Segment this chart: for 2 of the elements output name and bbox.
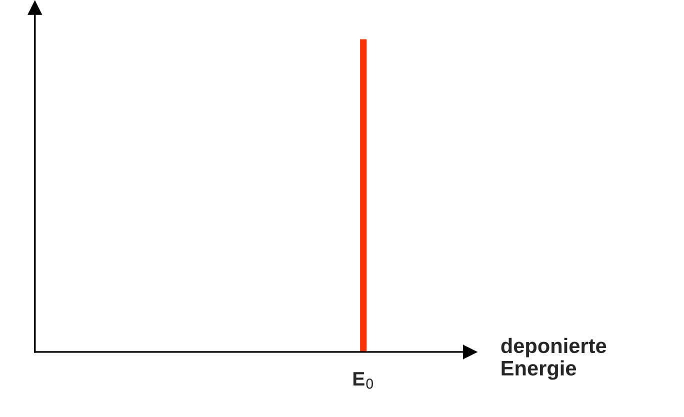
- x-tick-label: E$_{0}$: [353, 372, 374, 389]
- x-axis-title: deponierte Energie: [501, 338, 606, 380]
